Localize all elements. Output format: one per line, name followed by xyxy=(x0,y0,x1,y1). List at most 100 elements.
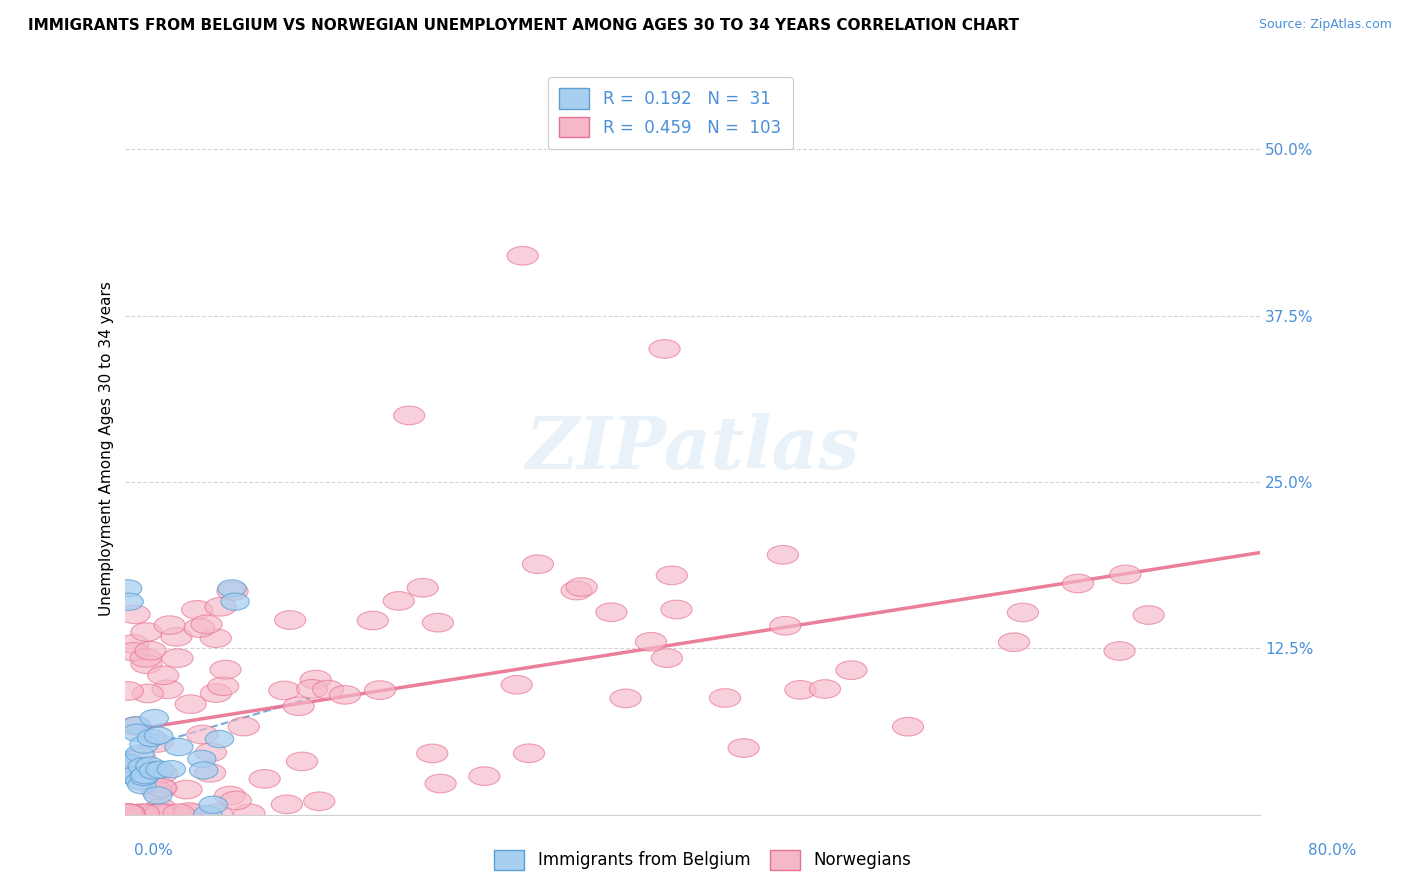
Ellipse shape xyxy=(408,579,439,597)
Ellipse shape xyxy=(181,600,212,619)
Ellipse shape xyxy=(145,779,176,797)
Ellipse shape xyxy=(416,744,449,763)
Ellipse shape xyxy=(299,670,332,689)
Ellipse shape xyxy=(128,777,156,794)
Ellipse shape xyxy=(160,627,193,646)
Ellipse shape xyxy=(893,717,924,736)
Ellipse shape xyxy=(271,795,302,814)
Ellipse shape xyxy=(136,757,165,774)
Ellipse shape xyxy=(177,804,208,822)
Ellipse shape xyxy=(209,660,240,679)
Ellipse shape xyxy=(118,765,149,784)
Ellipse shape xyxy=(139,762,167,780)
Ellipse shape xyxy=(118,642,149,661)
Ellipse shape xyxy=(249,770,280,789)
Ellipse shape xyxy=(217,582,247,600)
Ellipse shape xyxy=(120,767,149,784)
Ellipse shape xyxy=(141,709,169,727)
Ellipse shape xyxy=(312,681,343,699)
Ellipse shape xyxy=(112,804,145,822)
Ellipse shape xyxy=(1007,603,1039,622)
Ellipse shape xyxy=(200,629,232,648)
Y-axis label: Unemployment Among Ages 30 to 34 years: Unemployment Among Ages 30 to 34 years xyxy=(100,281,114,616)
Ellipse shape xyxy=(131,623,162,641)
Ellipse shape xyxy=(214,787,246,805)
Ellipse shape xyxy=(145,798,176,817)
Ellipse shape xyxy=(155,615,186,634)
Ellipse shape xyxy=(269,681,299,699)
Ellipse shape xyxy=(422,614,454,632)
Ellipse shape xyxy=(131,655,162,673)
Ellipse shape xyxy=(205,598,236,616)
Ellipse shape xyxy=(651,648,682,667)
Ellipse shape xyxy=(384,591,415,610)
Ellipse shape xyxy=(129,736,157,753)
Ellipse shape xyxy=(125,772,153,789)
Ellipse shape xyxy=(125,748,156,767)
Ellipse shape xyxy=(768,546,799,564)
Ellipse shape xyxy=(125,745,155,763)
Ellipse shape xyxy=(513,744,544,763)
Legend: Immigrants from Belgium, Norwegians: Immigrants from Belgium, Norwegians xyxy=(488,843,918,877)
Ellipse shape xyxy=(1063,574,1094,593)
Ellipse shape xyxy=(152,680,183,698)
Ellipse shape xyxy=(142,733,173,752)
Text: 0.0%: 0.0% xyxy=(134,843,173,858)
Ellipse shape xyxy=(522,555,554,574)
Ellipse shape xyxy=(172,780,202,799)
Ellipse shape xyxy=(114,580,142,597)
Ellipse shape xyxy=(122,724,150,741)
Ellipse shape xyxy=(190,762,218,779)
Ellipse shape xyxy=(769,616,801,635)
Ellipse shape xyxy=(114,804,145,822)
Ellipse shape xyxy=(135,641,166,660)
Ellipse shape xyxy=(364,681,395,699)
Ellipse shape xyxy=(283,697,315,715)
Ellipse shape xyxy=(201,804,232,822)
Ellipse shape xyxy=(118,634,149,653)
Ellipse shape xyxy=(596,603,627,622)
Text: ZIPatlas: ZIPatlas xyxy=(526,413,860,484)
Ellipse shape xyxy=(152,804,183,822)
Ellipse shape xyxy=(146,761,174,778)
Ellipse shape xyxy=(173,803,205,822)
Ellipse shape xyxy=(228,717,259,736)
Ellipse shape xyxy=(111,804,142,822)
Ellipse shape xyxy=(115,756,143,772)
Ellipse shape xyxy=(1109,566,1142,583)
Ellipse shape xyxy=(143,804,174,822)
Ellipse shape xyxy=(357,611,388,630)
Text: IMMIGRANTS FROM BELGIUM VS NORWEGIAN UNEMPLOYMENT AMONG AGES 30 TO 34 YEARS CORR: IMMIGRANTS FROM BELGIUM VS NORWEGIAN UNE… xyxy=(28,18,1019,33)
Ellipse shape xyxy=(115,754,143,771)
Text: Source: ZipAtlas.com: Source: ZipAtlas.com xyxy=(1258,18,1392,31)
Ellipse shape xyxy=(194,764,226,782)
Ellipse shape xyxy=(191,615,222,633)
Ellipse shape xyxy=(157,761,186,778)
Ellipse shape xyxy=(205,731,233,747)
Ellipse shape xyxy=(198,796,228,814)
Ellipse shape xyxy=(274,611,305,630)
Ellipse shape xyxy=(297,680,328,698)
Ellipse shape xyxy=(710,689,741,707)
Ellipse shape xyxy=(208,677,239,696)
Ellipse shape xyxy=(835,661,868,680)
Ellipse shape xyxy=(122,717,150,734)
Ellipse shape xyxy=(329,686,360,704)
Ellipse shape xyxy=(141,804,172,822)
Ellipse shape xyxy=(610,689,641,707)
Ellipse shape xyxy=(221,791,252,810)
Ellipse shape xyxy=(128,757,156,775)
Legend: R =  0.192   N =  31, R =  0.459   N =  103: R = 0.192 N = 31, R = 0.459 N = 103 xyxy=(548,77,793,149)
Ellipse shape xyxy=(120,605,150,624)
Ellipse shape xyxy=(468,767,501,786)
Ellipse shape xyxy=(425,774,456,793)
Ellipse shape xyxy=(501,675,533,694)
Ellipse shape xyxy=(200,684,232,702)
Ellipse shape xyxy=(145,804,176,822)
Ellipse shape xyxy=(143,787,172,804)
Ellipse shape xyxy=(131,648,162,667)
Ellipse shape xyxy=(394,406,425,425)
Ellipse shape xyxy=(131,766,159,784)
Ellipse shape xyxy=(561,582,592,599)
Ellipse shape xyxy=(128,804,159,822)
